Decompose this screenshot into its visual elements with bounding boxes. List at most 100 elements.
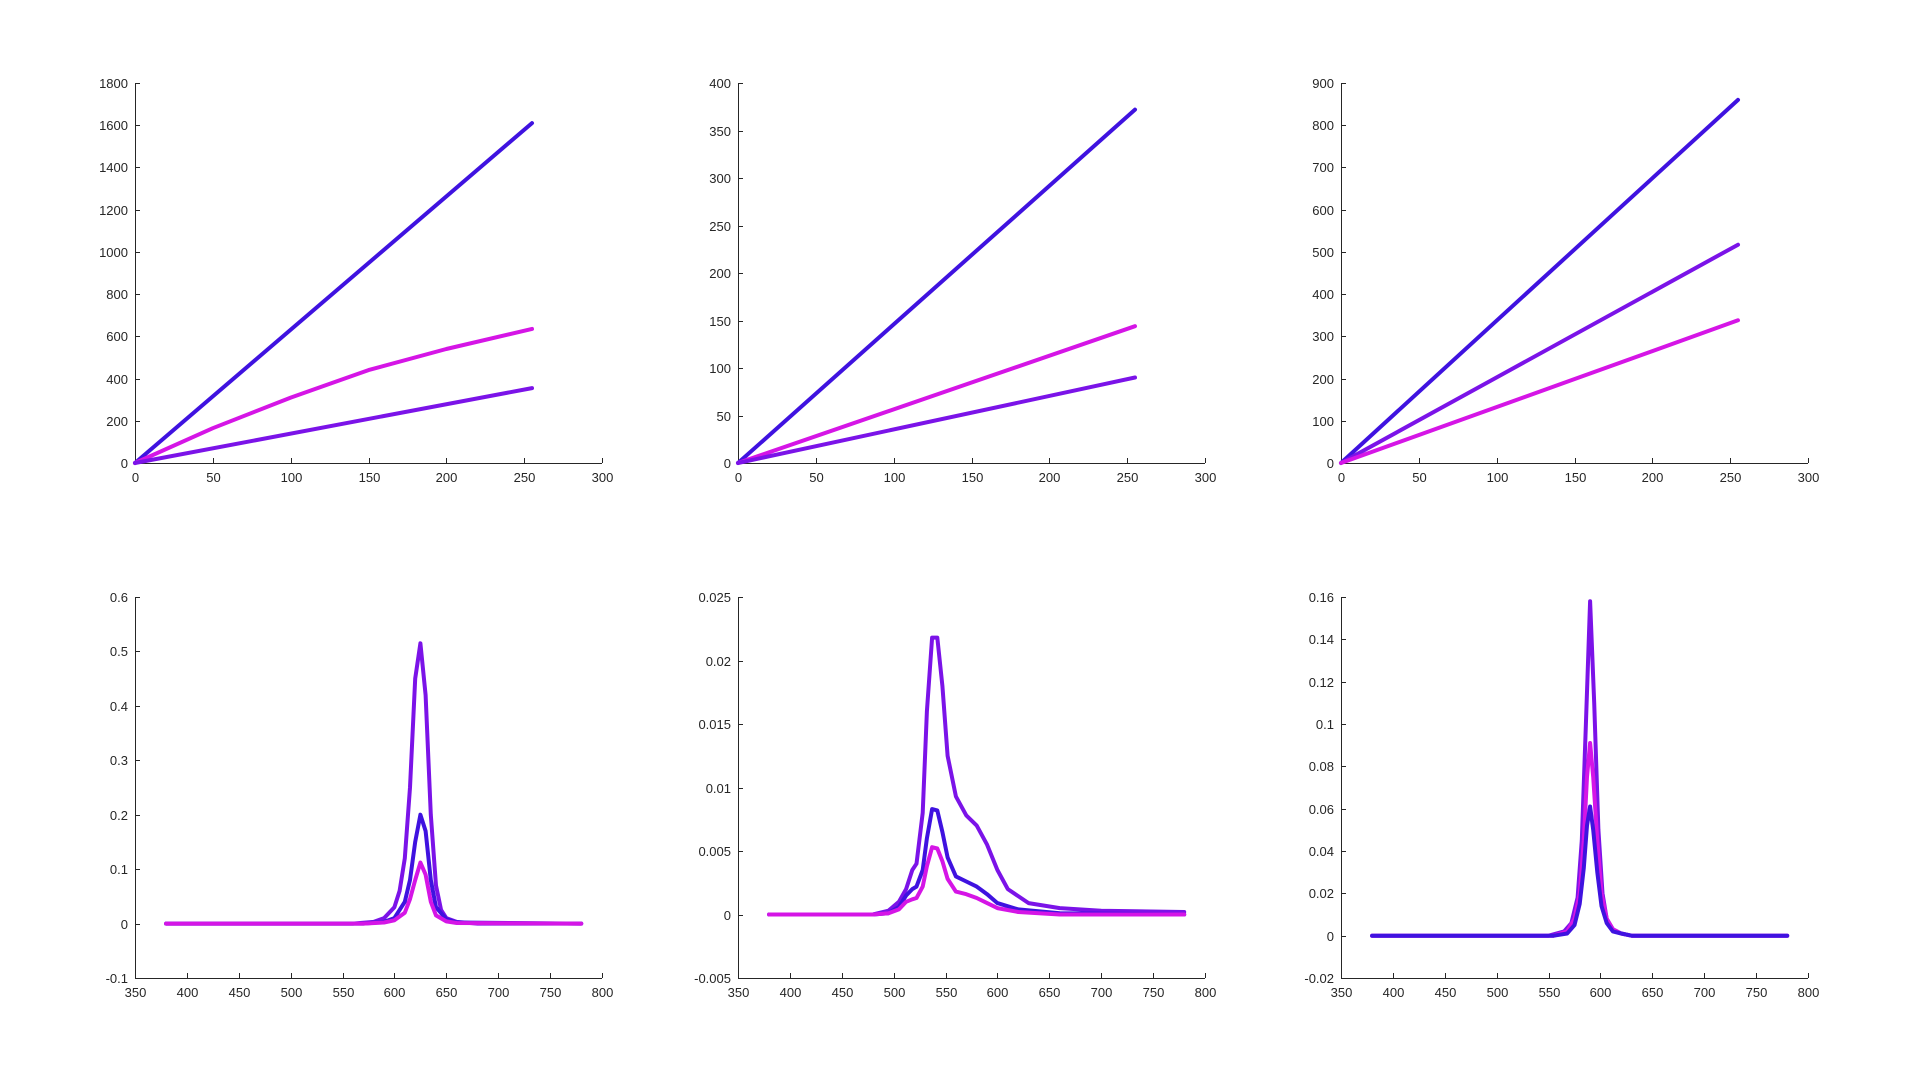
series-line-2 — [736, 324, 1137, 465]
series-line-3 — [164, 860, 584, 926]
y-tick-label: -0.1 — [106, 971, 128, 986]
y-tick-label: 1200 — [99, 203, 128, 218]
series-line-3 — [1339, 318, 1740, 465]
y-tick-label: 600 — [1312, 203, 1334, 218]
x-tick-label: 750 — [1143, 985, 1165, 1000]
y-tick-label: 0.3 — [110, 753, 128, 768]
x-tick-label: 350 — [1331, 985, 1353, 1000]
y-tick-label: 500 — [1312, 245, 1334, 260]
y-tick-label: 1800 — [99, 76, 128, 91]
y-tick-label: 0.1 — [1316, 717, 1334, 732]
x-tick-label: 350 — [728, 985, 750, 1000]
x-tick-label: 250 — [514, 470, 536, 485]
x-tick-label: 0 — [1338, 470, 1345, 485]
y-tick-label: 100 — [709, 361, 731, 376]
y-tick-label: 400 — [1312, 287, 1334, 302]
series-line-1 — [133, 121, 534, 465]
x-tick-label: 300 — [592, 470, 614, 485]
y-tick-label: 600 — [106, 329, 128, 344]
x-tick-label: 550 — [936, 985, 958, 1000]
x-tick-label: 350 — [125, 985, 147, 1000]
y-tick-label: 1600 — [99, 118, 128, 133]
x-tick-label: 300 — [1195, 470, 1217, 485]
x-tick-label: 250 — [1117, 470, 1139, 485]
y-tick-label: -0.005 — [694, 971, 731, 986]
y-tick-label: 50 — [717, 409, 731, 424]
x-tick-label: 100 — [884, 470, 906, 485]
x-tick-label: 150 — [359, 470, 381, 485]
x-tick-label: 200 — [1642, 470, 1664, 485]
series-line-3 — [1370, 804, 1790, 938]
y-tick-label: 0.08 — [1309, 759, 1334, 774]
series-line-3 — [133, 386, 534, 465]
y-tick-label: -0.02 — [1304, 971, 1334, 986]
series-line-1 — [1339, 97, 1740, 465]
y-tick-label: 0 — [724, 456, 731, 471]
x-tick-label: 650 — [436, 985, 458, 1000]
series-line-3 — [767, 845, 1187, 917]
series-line-3 — [736, 375, 1137, 465]
x-tick-label: 400 — [780, 985, 802, 1000]
y-tick-label: 0 — [1327, 456, 1334, 471]
series-line-1 — [164, 641, 584, 926]
series-line-2 — [1339, 242, 1740, 465]
y-tick-label: 200 — [1312, 372, 1334, 387]
y-tick-label: 0.1 — [110, 862, 128, 877]
x-tick-label: 550 — [333, 985, 355, 1000]
series-line-2 — [164, 812, 584, 926]
chart-1: 0 50 100 150 200 250 300 0 200 400 600 800 1000 1200 1… — [99, 76, 613, 485]
y-tick-label: 900 — [1312, 76, 1334, 91]
x-tick-label: 700 — [1694, 985, 1716, 1000]
y-tick-label: 700 — [1312, 160, 1334, 175]
y-tick-label: 150 — [709, 314, 731, 329]
x-tick-label: 700 — [488, 985, 510, 1000]
chart-5: 350 400 450 500 550 600 650 700 750 800 -0.005 0 0.0… — [694, 590, 1216, 1000]
x-tick-label: 600 — [384, 985, 406, 1000]
series-line-1 — [767, 635, 1187, 917]
y-tick-label: 0.12 — [1309, 675, 1334, 690]
y-tick-label: 300 — [1312, 329, 1334, 344]
y-tick-label: 0.06 — [1309, 802, 1334, 817]
y-tick-label: 0.02 — [706, 654, 731, 669]
y-tick-label: 800 — [106, 287, 128, 302]
x-tick-label: 500 — [281, 985, 303, 1000]
series-line-1 — [736, 107, 1137, 465]
x-tick-label: 100 — [1487, 470, 1509, 485]
x-tick-label: 600 — [987, 985, 1009, 1000]
x-tick-label: 400 — [177, 985, 199, 1000]
x-tick-label: 0 — [735, 470, 742, 485]
y-tick-label: 400 — [106, 372, 128, 387]
y-tick-label: 0.025 — [698, 590, 731, 605]
y-tick-label: 250 — [709, 219, 731, 234]
x-tick-label: 200 — [436, 470, 458, 485]
chart-4: 350 400 450 500 550 600 650 700 750 800 -0.1 0 0.1 0.… — [106, 590, 614, 1000]
x-tick-label: 700 — [1091, 985, 1113, 1000]
y-tick-label: 200 — [106, 414, 128, 429]
x-tick-label: 450 — [1435, 985, 1457, 1000]
y-tick-label: 0.2 — [110, 808, 128, 823]
chart-3: 0 50 100 150 200 250 300 0 100 200 300 400 500 600 700… — [1312, 76, 1819, 485]
chart-6: 350 400 450 500 550 600 650 700 750 800 -0.02 0 0.02… — [1304, 590, 1819, 1000]
x-tick-label: 100 — [281, 470, 303, 485]
y-tick-label: 0 — [724, 908, 731, 923]
y-tick-label: 0.6 — [110, 590, 128, 605]
x-tick-label: 400 — [1383, 985, 1405, 1000]
x-tick-label: 750 — [1746, 985, 1768, 1000]
y-tick-label: 0.14 — [1309, 632, 1334, 647]
y-tick-label: 0.4 — [110, 699, 128, 714]
y-tick-label: 0.16 — [1309, 590, 1334, 605]
x-tick-label: 50 — [809, 470, 823, 485]
x-tick-label: 150 — [962, 470, 984, 485]
y-tick-label: 0.005 — [698, 844, 731, 859]
y-tick-label: 0 — [121, 917, 128, 932]
x-tick-label: 800 — [1798, 985, 1820, 1000]
y-tick-label: 0 — [1327, 929, 1334, 944]
y-tick-label: 0.015 — [698, 717, 731, 732]
x-tick-label: 500 — [1487, 985, 1509, 1000]
series-line-2 — [767, 807, 1187, 917]
x-tick-label: 550 — [1539, 985, 1561, 1000]
y-tick-label: 350 — [709, 124, 731, 139]
y-tick-label: 0.02 — [1309, 886, 1334, 901]
x-tick-label: 600 — [1590, 985, 1612, 1000]
